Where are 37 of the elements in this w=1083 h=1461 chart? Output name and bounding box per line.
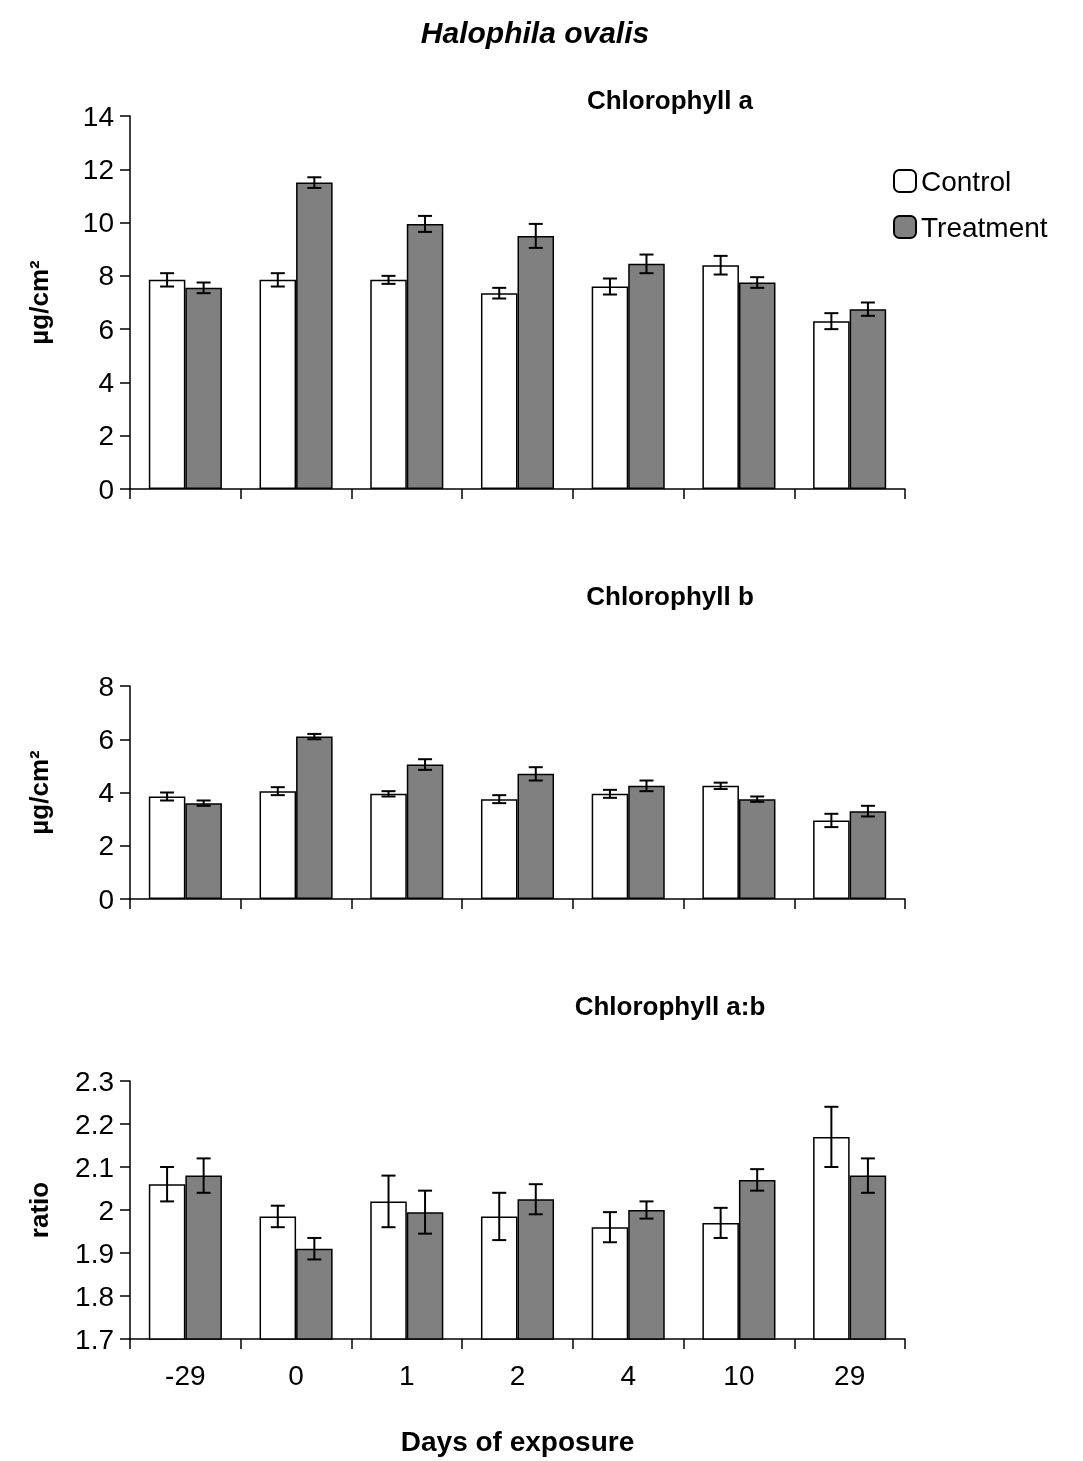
- y-tick-label: 2: [98, 1194, 114, 1226]
- y-tick-label: 2.3: [75, 1065, 114, 1097]
- x-axis-title: Days of exposure: [400, 1425, 635, 1457]
- x-tick-label: 4: [620, 1359, 636, 1391]
- y-tick-label: 1.7: [75, 1323, 114, 1355]
- y-tick-label: 6: [98, 313, 114, 345]
- chart-title: Halophila ovalis: [420, 15, 650, 49]
- y-tick-label: 4: [98, 366, 114, 398]
- y-tick-label: 2.2: [75, 1108, 114, 1140]
- y-tick-label: 1.8: [75, 1280, 114, 1312]
- x-tick-label: 1: [399, 1359, 415, 1391]
- chart-title: Chlorophyll a:b: [574, 991, 766, 1021]
- y-tick-label: 0: [98, 473, 114, 505]
- chart-title: Chlorophyll b: [586, 581, 754, 611]
- y-tick-label: 14: [82, 100, 114, 132]
- legend-label: Treatment: [921, 211, 1048, 243]
- x-tick-label: 2: [509, 1359, 526, 1391]
- x-tick-label: 29: [834, 1359, 866, 1391]
- y-axis-title: µg/cm²: [24, 260, 54, 345]
- y-axis-title: µg/cm²: [24, 750, 54, 835]
- y-tick-label: 12: [82, 153, 114, 185]
- y-tick-label: 10: [82, 207, 114, 239]
- x-tick-label: 0: [288, 1359, 304, 1391]
- y-tick-label: 1.9: [75, 1237, 114, 1269]
- y-axis-title: ratio: [24, 1181, 54, 1239]
- y-tick-label: 2.1: [75, 1151, 114, 1183]
- legend-label: Control: [921, 165, 1012, 197]
- y-tick-label: 2: [98, 420, 114, 452]
- y-tick-label: 8: [98, 260, 114, 292]
- chart-subtitle: Chlorophyll a: [586, 85, 754, 115]
- y-tick-label: 6: [98, 723, 114, 755]
- x-tick-label: -29: [165, 1359, 206, 1391]
- y-tick-label: 2: [98, 830, 114, 862]
- y-tick-label: 8: [98, 670, 114, 702]
- x-tick-label: 10: [723, 1359, 755, 1391]
- y-tick-label: 0: [98, 883, 114, 915]
- y-tick-label: 4: [98, 777, 114, 808]
